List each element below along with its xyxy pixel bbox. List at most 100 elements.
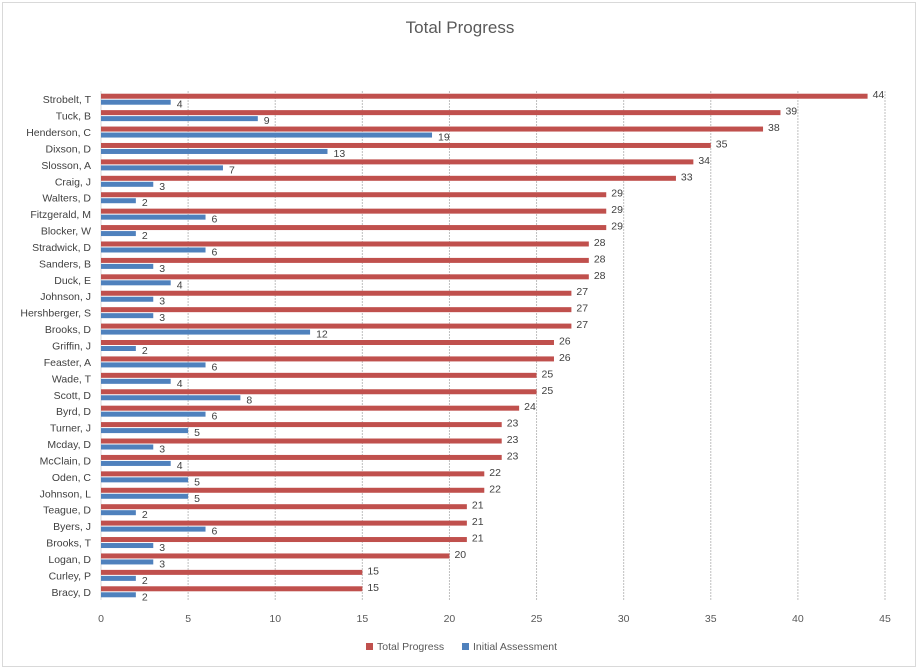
- bar-total-progress: [101, 126, 764, 132]
- bar-total-progress: [101, 323, 572, 329]
- data-label-total-progress: 15: [367, 565, 379, 577]
- bar-total-progress: [101, 504, 467, 510]
- bar-total-progress: [101, 356, 554, 362]
- category-label: Brooks, T: [46, 538, 91, 550]
- bar-total-progress: [101, 340, 554, 345]
- bar-initial-assessment: [101, 460, 171, 466]
- bar-initial-assessment: [101, 329, 311, 335]
- bar-initial-assessment: [101, 198, 136, 204]
- data-label-initial-assessment: 4: [177, 279, 183, 291]
- category-label: Strobelt, T: [43, 94, 92, 106]
- bar-initial-assessment: [101, 510, 136, 516]
- data-label-initial-assessment: 6: [212, 361, 218, 373]
- category-label: Brooks, D: [45, 324, 92, 336]
- category-label: Feaster, A: [44, 357, 91, 369]
- category-label: McClain, D: [40, 455, 92, 467]
- category-label: Johnson, L: [40, 488, 92, 500]
- data-label-total-progress: 23: [507, 418, 519, 430]
- bar-initial-assessment: [101, 526, 206, 532]
- category-label: Blocker, W: [41, 226, 91, 238]
- data-label-initial-assessment: 6: [212, 246, 218, 258]
- bar-initial-assessment: [101, 543, 154, 549]
- category-label: Mcday, D: [47, 439, 91, 451]
- bar-total-progress: [101, 372, 537, 378]
- category-label: Stradwick, D: [32, 242, 91, 254]
- bar-total-progress: [101, 192, 607, 198]
- category-label: Walters, D: [42, 193, 91, 205]
- category-label: Logan, D: [48, 554, 91, 566]
- data-label-initial-assessment: 8: [246, 394, 252, 406]
- data-label-initial-assessment: 2: [142, 591, 148, 603]
- data-label-total-progress: 25: [542, 385, 554, 397]
- data-label-total-progress: 29: [611, 204, 623, 216]
- bar-total-progress: [101, 569, 363, 575]
- bar-initial-assessment: [101, 181, 154, 187]
- bar-initial-assessment: [101, 148, 328, 154]
- x-tick-label: 35: [705, 613, 717, 625]
- bar-total-progress: [101, 438, 502, 444]
- x-tick-label: 40: [792, 613, 804, 625]
- bar-initial-assessment: [101, 559, 154, 565]
- x-tick-label: 20: [444, 613, 456, 625]
- bar-total-progress: [101, 142, 711, 148]
- bar-total-progress: [101, 208, 607, 214]
- legend-label-total-progress: Total Progress: [377, 641, 444, 653]
- data-label-initial-assessment: 4: [177, 378, 183, 390]
- data-label-total-progress: 27: [576, 303, 588, 315]
- bar-initial-assessment: [101, 378, 171, 384]
- x-tick-label: 0: [98, 613, 104, 625]
- bar-initial-assessment: [101, 313, 154, 319]
- bar-total-progress: [101, 389, 537, 395]
- category-label: Sanders, B: [39, 258, 91, 270]
- data-label-initial-assessment: 2: [142, 230, 148, 242]
- bar-total-progress: [101, 553, 450, 559]
- data-label-total-progress: 22: [489, 467, 501, 479]
- x-tick-label: 15: [356, 613, 368, 625]
- data-label-initial-assessment: 5: [194, 427, 200, 439]
- bar-initial-assessment: [101, 99, 171, 105]
- category-label: Bracy, D: [52, 587, 92, 599]
- category-labels: Strobelt, T Tuck, B Henderson, C Dixson, D S…: [20, 94, 91, 599]
- data-label-initial-assessment: 3: [159, 444, 165, 456]
- data-label-initial-assessment: 2: [142, 197, 148, 209]
- category-label: Teague, D: [43, 505, 91, 517]
- data-label-total-progress: 24: [524, 401, 536, 413]
- data-label-initial-assessment: 3: [159, 542, 165, 554]
- bar-initial-assessment: [101, 247, 206, 253]
- data-label-initial-assessment: 19: [438, 132, 450, 144]
- data-label-total-progress: 23: [507, 450, 519, 462]
- data-label-total-progress: 21: [472, 516, 484, 528]
- data-label-initial-assessment: 12: [316, 329, 328, 341]
- data-label-total-progress: 27: [576, 286, 588, 298]
- legend-label-initial-assessment: Initial Assessment: [473, 641, 557, 653]
- data-label-initial-assessment: 5: [194, 476, 200, 488]
- bar-initial-assessment: [101, 280, 171, 286]
- data-label-total-progress: 22: [489, 483, 501, 495]
- bars: 4443993819351334733329229629228628328427…: [101, 89, 884, 603]
- data-label-total-progress: 23: [507, 434, 519, 446]
- x-tick-label: 30: [618, 613, 630, 625]
- category-label: Byers, J: [53, 521, 91, 533]
- data-label-initial-assessment: 3: [159, 263, 165, 275]
- data-label-total-progress: 21: [472, 500, 484, 512]
- chart-title: Total Progress: [406, 18, 515, 37]
- category-label: Byrd, D: [56, 406, 91, 418]
- category-label: Scott, D: [54, 390, 92, 402]
- data-label-initial-assessment: 3: [159, 181, 165, 193]
- x-tick-label: 45: [879, 613, 891, 625]
- data-label-total-progress: 38: [768, 122, 780, 134]
- category-label: Johnson, J: [40, 291, 91, 303]
- data-label-total-progress: 25: [542, 368, 554, 380]
- data-label-initial-assessment: 3: [159, 558, 165, 570]
- data-label-total-progress: 33: [681, 171, 693, 183]
- bar-initial-assessment: [101, 575, 136, 581]
- category-label: Dixson, D: [45, 143, 91, 155]
- bar-total-progress: [101, 307, 572, 313]
- x-axis-ticks: 0 5 10 15 20 25 30 35 40 45: [98, 613, 891, 625]
- bar-initial-assessment: [101, 116, 258, 122]
- category-label: Curley, P: [49, 570, 91, 582]
- data-label-total-progress: 34: [698, 155, 710, 167]
- data-label-total-progress: 26: [559, 336, 571, 348]
- bar-initial-assessment: [101, 428, 189, 434]
